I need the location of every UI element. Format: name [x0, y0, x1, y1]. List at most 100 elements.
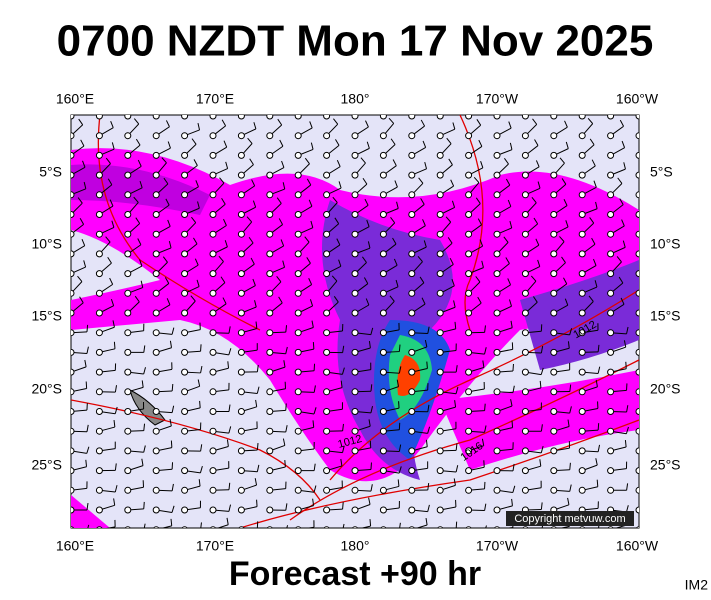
land [129, 389, 166, 426]
barb-flag [561, 256, 566, 263]
barb-flag [425, 518, 428, 526]
barb-station [95, 171, 103, 179]
barb-station [266, 427, 274, 435]
barb-station [152, 329, 160, 337]
barb-station [465, 132, 473, 140]
barb-station [209, 250, 217, 258]
barb-flag [342, 502, 344, 510]
barb-flag [308, 100, 311, 106]
barb-station [607, 230, 615, 238]
barb-flag [360, 157, 366, 164]
barb-flag [618, 276, 624, 284]
barb-station [379, 467, 387, 475]
barb-flag [111, 142, 115, 150]
barb-station [71, 506, 75, 514]
barb-station [635, 506, 639, 514]
barb-station [436, 230, 444, 238]
barb-station [521, 115, 529, 120]
barb-station [294, 289, 302, 297]
barb-shaft [155, 115, 159, 117]
barb-station [294, 250, 302, 258]
barb-station [209, 348, 217, 356]
barb-station [493, 151, 501, 159]
barb-shaft [327, 530, 343, 531]
barb-flag [200, 522, 202, 528]
barb-station [607, 467, 615, 475]
barb-station [550, 348, 558, 356]
barb-flag [114, 406, 118, 414]
barb-station [578, 211, 586, 218]
barb-flag [198, 479, 201, 487]
lon-label: 180° [341, 91, 370, 107]
barb-station [181, 388, 189, 396]
isobar-line [329, 289, 639, 481]
barb-flag [166, 298, 171, 305]
barb-flag [484, 347, 487, 355]
barb-flag [535, 238, 540, 246]
barb-flag [313, 485, 317, 493]
barb-station [351, 132, 359, 140]
barb-flag [512, 363, 514, 372]
barb-flag [278, 218, 284, 225]
barb-flag [228, 404, 231, 412]
barb-station [607, 171, 615, 179]
barb-flag [113, 420, 116, 428]
barb-shaft [255, 527, 258, 528]
barb-station [266, 289, 274, 297]
barb-station [71, 486, 75, 494]
barb-station [294, 506, 302, 514]
barb-station [294, 447, 302, 455]
barb-station [493, 191, 501, 199]
barb-station [379, 486, 387, 494]
barb-station [124, 132, 132, 140]
barb-station [323, 132, 331, 140]
barb-station [266, 211, 274, 218]
barb-flag [161, 157, 167, 164]
isobar-line [289, 359, 639, 521]
barb-flag [645, 296, 650, 301]
barb-flag [473, 176, 480, 183]
barb-station [237, 408, 245, 415]
barb-flag [256, 386, 260, 394]
barb-flag [313, 463, 316, 471]
barb-station [635, 486, 639, 494]
barb-station [209, 230, 217, 238]
barb-flag [427, 326, 430, 334]
barb-flag [417, 256, 423, 263]
barb-shaft [354, 115, 357, 117]
barb-flag [134, 295, 140, 303]
barb-station [237, 211, 245, 218]
barb-station [408, 329, 416, 337]
barb-flag [563, 100, 567, 106]
barb-station [493, 289, 501, 297]
barb-station [635, 151, 639, 159]
barb-station [521, 427, 529, 435]
barb-flag [480, 161, 484, 168]
barb-station [408, 132, 416, 140]
barb-station [550, 309, 558, 317]
barb-flag [342, 523, 345, 528]
barb-flag [228, 348, 232, 356]
barb-station [95, 115, 103, 120]
barb-flag [626, 326, 629, 334]
barb-flag [86, 346, 89, 354]
barb-flag [427, 483, 430, 491]
barb-flag [503, 236, 509, 243]
barb-station [152, 408, 160, 415]
barb-station [351, 368, 359, 376]
barb-flag [170, 518, 173, 526]
barb-flag [222, 297, 227, 305]
barb-station [465, 250, 473, 258]
barb-station [237, 191, 245, 199]
barb-station [351, 329, 359, 337]
barb-station [521, 368, 529, 376]
barb-flag [253, 122, 257, 130]
barb-station [578, 348, 586, 356]
barb-flag [191, 138, 197, 145]
barb-station [153, 526, 160, 528]
barb-station [635, 388, 639, 396]
barb-flag [646, 138, 650, 144]
barb-station [465, 486, 473, 494]
barb-station [437, 526, 444, 528]
barb-flag [78, 118, 84, 126]
